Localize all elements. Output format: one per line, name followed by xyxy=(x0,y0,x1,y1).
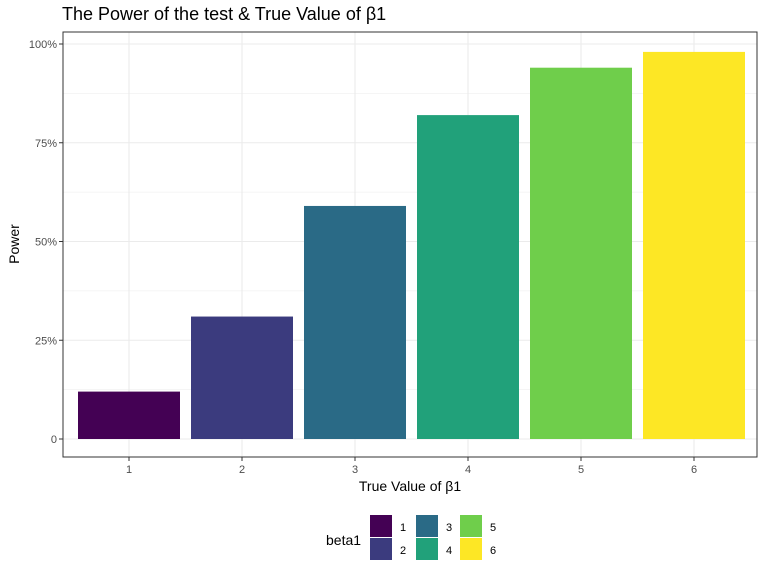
legend-label: 2 xyxy=(400,545,406,557)
bar-3 xyxy=(304,205,406,439)
y-tick-label: 75% xyxy=(35,138,57,150)
x-axis-title: True Value of β1 xyxy=(359,478,461,494)
legend-key-3 xyxy=(416,515,438,537)
legend-label: 6 xyxy=(490,545,496,557)
legend-key-6 xyxy=(460,538,482,560)
x-tick-label: 4 xyxy=(465,464,471,476)
bars xyxy=(78,51,745,440)
x-tick-label: 1 xyxy=(126,464,132,476)
legend-key-1 xyxy=(370,515,392,537)
legend-label: 5 xyxy=(490,522,496,534)
y-tick-label: 50% xyxy=(35,237,57,249)
x-tick-label: 6 xyxy=(691,464,697,476)
legend-label: 3 xyxy=(446,522,452,534)
legend: beta1 1 2 3 4 5 6 xyxy=(326,515,496,560)
bar-1 xyxy=(78,391,180,439)
y-axis: 0 25% 50% 75% 100% xyxy=(29,39,63,446)
y-tick-label: 100% xyxy=(29,39,57,51)
y-tick-label: 25% xyxy=(35,335,57,347)
legend-key-2 xyxy=(370,538,392,560)
x-tick-label: 3 xyxy=(352,464,358,476)
chart-title: The Power of the test & True Value of β1 xyxy=(62,4,387,24)
x-tick-label: 2 xyxy=(239,464,245,476)
legend-title: beta1 xyxy=(326,532,361,548)
x-axis: 1 2 3 4 5 6 xyxy=(126,457,697,476)
bar-6 xyxy=(643,51,745,440)
bar-5 xyxy=(530,67,632,439)
legend-label: 1 xyxy=(400,522,406,534)
legend-key-5 xyxy=(460,515,482,537)
legend-label: 4 xyxy=(446,545,452,557)
bar-4 xyxy=(417,115,519,439)
x-tick-label: 5 xyxy=(578,464,584,476)
legend-key-4 xyxy=(416,538,438,560)
bar-2 xyxy=(191,316,293,439)
y-tick-label: 0 xyxy=(51,434,57,446)
plot-panel-border xyxy=(62,31,758,458)
y-axis-title: Power xyxy=(6,224,22,264)
